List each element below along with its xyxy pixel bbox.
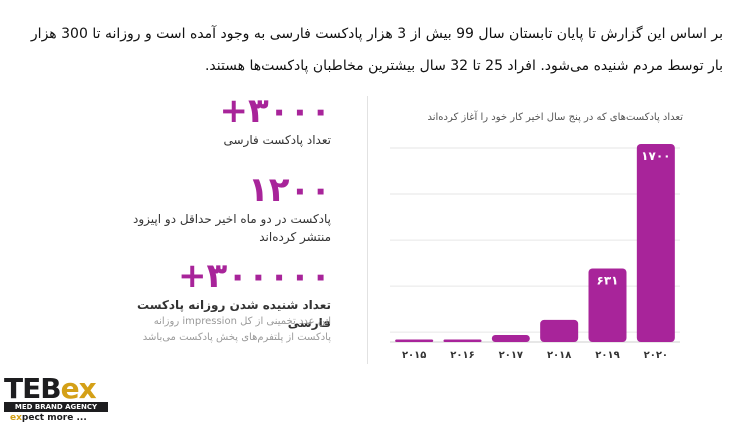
stat-active-podcasts-label: پادکست در دو ماه اخیر حداقل دو اپیزود من… <box>133 212 331 244</box>
chart-data-label: ۶۳۱ <box>597 274 619 288</box>
stat-podcast-count-label: تعداد پادکست فارسی <box>223 133 331 147</box>
chart-bar-2 <box>491 335 530 342</box>
logo-wordmark: TEBex <box>4 372 97 405</box>
chart-x-tick-label: ۲۰۱۸ <box>547 350 571 361</box>
tebex-logo: TEBex MED BRAND AGENCY expect more ... <box>4 372 114 424</box>
chart-bar-4 <box>588 268 627 342</box>
chart-x-tick-label: ۲۰۱۷ <box>499 350 523 361</box>
stat-podcast-count: +۳۰۰۰ <box>219 91 332 131</box>
chart-bar-3 <box>540 319 579 342</box>
stat-active-podcasts: ۱۲۰۰ <box>247 170 331 210</box>
intro-paragraph: بر اساس این گزارش تا پایان تابستان سال 9… <box>30 26 723 74</box>
stat-daily-plays: +۳۰۰۰۰۰ <box>178 256 331 296</box>
stat-daily-plays-note: این عدد تخمینی از کل impression روزانه پ… <box>142 316 331 343</box>
chart-bar-1 <box>443 339 482 342</box>
chart-data-label: ۱۷۰۰ <box>641 149 670 163</box>
podcast-bar-chart: ۲۰۱۵ ۲۰۱۶ ۲۰۱۷ ۲۰۱۸ ۲۰۱۹ ۶۳۱ ۲۰۲۰ ۱۷۰۰ <box>390 144 680 361</box>
section-divider <box>367 96 368 364</box>
chart-bar-5 <box>636 144 675 342</box>
chart-x-tick-label: ۲۰۱۹ <box>595 350 619 361</box>
logo-tagline: expect more ... <box>10 413 87 423</box>
chart-x-tick-label: ۲۰۱۶ <box>450 350 474 361</box>
stat-daily-plays-label: تعداد شنیده شدن روزانه پادکست فارسی <box>136 298 331 330</box>
chart-x-tick-label: ۲۰۱۵ <box>402 350 426 361</box>
logo-agency-bar: MED BRAND AGENCY <box>4 402 108 412</box>
chart-title: تعداد پادکست‌های که در پنج سال اخیر کار … <box>427 112 683 123</box>
chart-x-tick-label: ۲۰۲۰ <box>644 350 668 361</box>
chart-bar-0 <box>395 339 434 342</box>
